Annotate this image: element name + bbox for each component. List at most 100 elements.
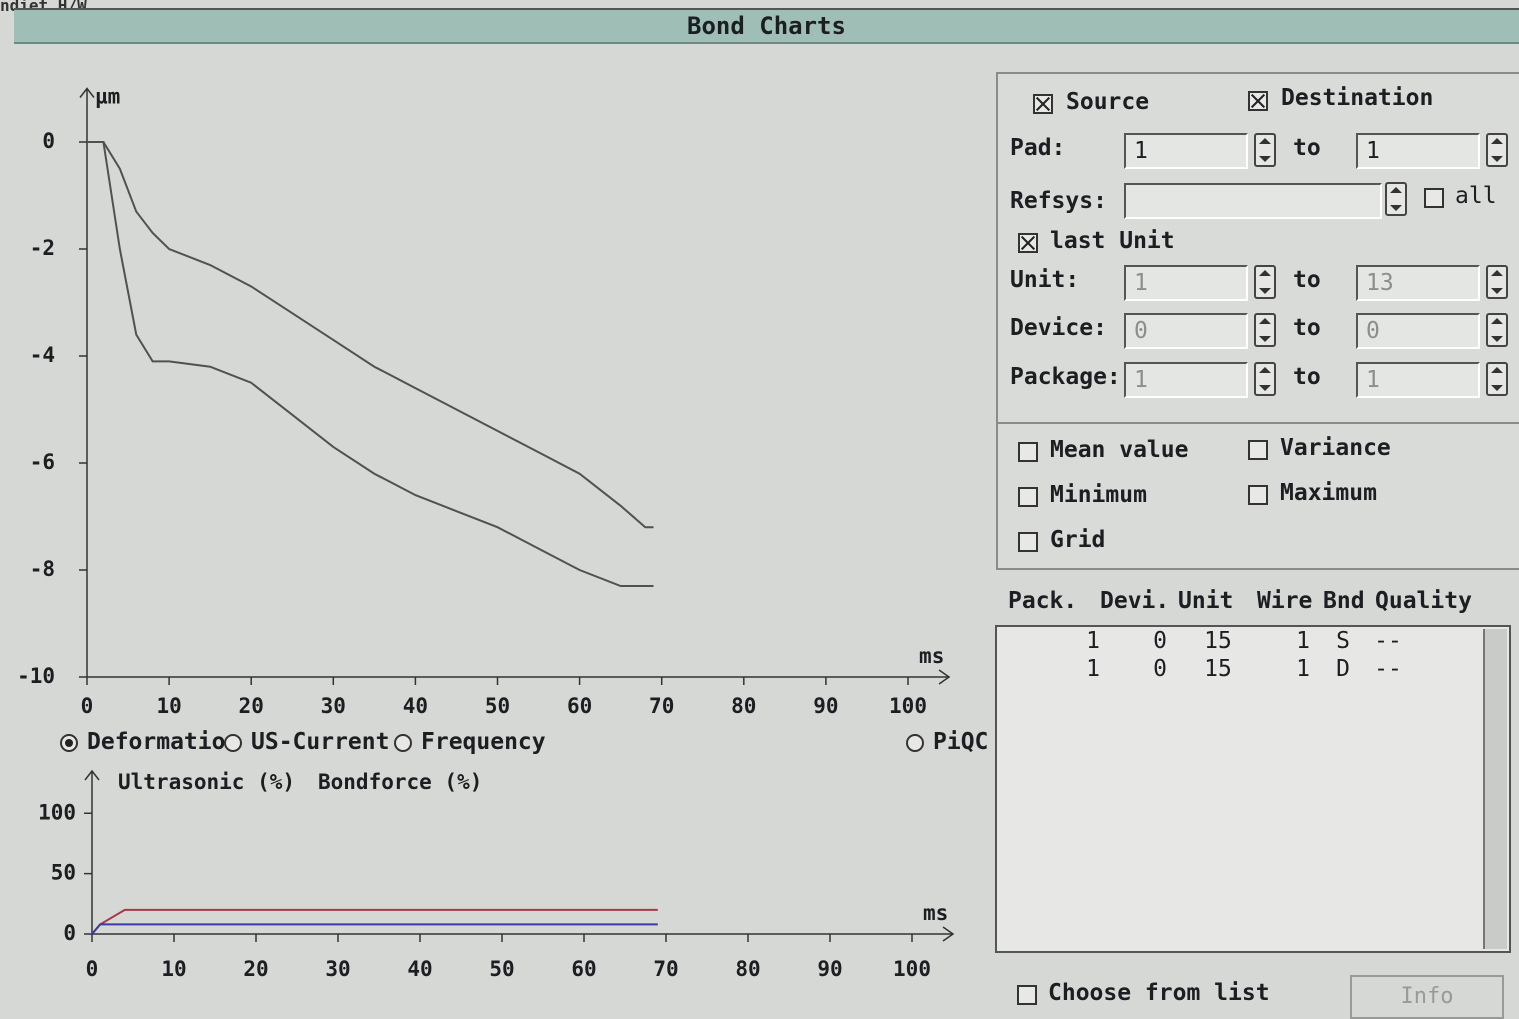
legend-entry: Ultrasonic (%) <box>118 770 295 794</box>
x-tick-label: 0 <box>81 694 94 718</box>
checkbox[interactable] <box>1424 188 1444 208</box>
x-tick-label: 50 <box>485 694 510 718</box>
data-line <box>92 924 658 934</box>
table-cell: D <box>1336 656 1350 682</box>
y-tick-label: 0 <box>42 129 55 153</box>
column-header: Pack. <box>1008 588 1077 614</box>
checkbox[interactable] <box>1018 233 1038 253</box>
field-label: Package: <box>1010 364 1121 390</box>
column-header: Wire <box>1257 588 1312 614</box>
range-from-input[interactable]: 1 <box>1124 362 1248 398</box>
checkbox[interactable] <box>1248 91 1268 111</box>
table-cell: 15 <box>1204 656 1232 682</box>
x-tick-label: 80 <box>735 957 760 981</box>
x-tick-label: 40 <box>407 957 432 981</box>
x-axis-label: ms <box>919 644 944 668</box>
spinner[interactable] <box>1254 133 1276 167</box>
result-list[interactable] <box>995 625 1511 953</box>
range-to-input[interactable]: 1 <box>1356 362 1480 398</box>
checkbox-label: Minimum <box>1050 482 1147 508</box>
checkbox[interactable] <box>1018 532 1038 552</box>
table-cell: -- <box>1374 628 1402 654</box>
y-tick-label: -4 <box>30 343 55 367</box>
range-from-input[interactable]: 1 <box>1124 265 1248 301</box>
data-line <box>87 142 653 527</box>
x-tick-label: 70 <box>653 957 678 981</box>
info-button[interactable]: Info <box>1350 975 1504 1019</box>
checkbox-label: Mean value <box>1050 437 1188 463</box>
scrollbar[interactable] <box>1483 629 1507 949</box>
spinner[interactable] <box>1254 313 1276 347</box>
spinner[interactable] <box>1486 313 1508 347</box>
spinner[interactable] <box>1486 362 1508 396</box>
column-header: Devi. <box>1100 588 1169 614</box>
radio-label: Deformation <box>87 729 239 755</box>
y-axis-label: µm <box>95 85 120 109</box>
x-tick-label: 30 <box>325 957 350 981</box>
range-from-input[interactable]: 1 <box>1124 133 1248 169</box>
column-header: Quality <box>1375 588 1472 614</box>
table-cell: 1 <box>1296 628 1310 654</box>
table-cell: S <box>1336 628 1350 654</box>
checkbox[interactable] <box>1018 487 1038 507</box>
checkbox-label: Grid <box>1050 527 1105 553</box>
x-tick-label: 100 <box>889 694 927 718</box>
spinner[interactable] <box>1385 182 1407 216</box>
data-line <box>92 910 658 934</box>
checkbox[interactable] <box>1248 485 1268 505</box>
checkbox[interactable] <box>1033 94 1053 114</box>
table-cell: 1 <box>1296 656 1310 682</box>
y-tick-label: -10 <box>17 664 55 688</box>
legend-entry: Bondforce (%) <box>318 770 482 794</box>
checkbox-label: Destination <box>1281 85 1433 111</box>
column-header: Unit <box>1178 588 1233 614</box>
field-label: Unit: <box>1010 267 1079 293</box>
checkbox-label: Source <box>1066 89 1149 115</box>
x-tick-label: 90 <box>813 694 838 718</box>
x-tick-label: 30 <box>321 694 346 718</box>
table-cell: 1 <box>1086 656 1100 682</box>
spinner[interactable] <box>1254 362 1276 396</box>
table-cell: 15 <box>1204 628 1232 654</box>
spinner[interactable] <box>1254 265 1276 299</box>
y-tick-label: 100 <box>38 800 76 824</box>
spinner[interactable] <box>1486 265 1508 299</box>
radio-button[interactable] <box>60 734 78 752</box>
range-to-input[interactable]: 13 <box>1356 265 1480 301</box>
radio-label: US-Current <box>251 729 389 755</box>
radio-button[interactable] <box>224 734 242 752</box>
x-tick-label: 80 <box>731 694 756 718</box>
x-tick-label: 60 <box>567 694 592 718</box>
range-to-input[interactable]: 1 <box>1356 133 1480 169</box>
range-word: to <box>1293 267 1321 293</box>
checkbox[interactable] <box>1017 985 1037 1005</box>
y-tick-label: -8 <box>30 557 55 581</box>
x-tick-label: 20 <box>239 694 264 718</box>
checkbox[interactable] <box>1018 442 1038 462</box>
x-tick-label: 10 <box>161 957 186 981</box>
radio-label: PiQC <box>933 729 988 755</box>
spinner[interactable] <box>1486 133 1508 167</box>
range-word: to <box>1293 135 1321 161</box>
checkbox-label: all <box>1455 183 1497 209</box>
x-tick-label: 0 <box>86 957 99 981</box>
range-from-input[interactable]: 0 <box>1124 313 1248 349</box>
x-tick-label: 20 <box>243 957 268 981</box>
y-tick-label: -6 <box>30 450 55 474</box>
radio-button[interactable] <box>906 734 924 752</box>
bond-charts-window: ndiet H/W Bond Charts 0-2-4-6-8-10010203… <box>0 0 1519 1004</box>
radio-button[interactable] <box>394 734 412 752</box>
checkbox-label: Variance <box>1280 435 1391 461</box>
x-tick-label: 90 <box>817 957 842 981</box>
y-tick-label: 0 <box>63 921 76 945</box>
x-tick-label: 60 <box>571 957 596 981</box>
range-to-input[interactable]: 0 <box>1356 313 1480 349</box>
field-label: Pad: <box>1010 135 1065 161</box>
field-label: Device: <box>1010 315 1107 341</box>
checkbox[interactable] <box>1248 440 1268 460</box>
table-cell: 0 <box>1153 628 1167 654</box>
table-cell: 0 <box>1153 656 1167 682</box>
y-tick-label: 50 <box>51 861 76 885</box>
refsys-input[interactable] <box>1124 183 1382 219</box>
x-tick-label: 40 <box>403 694 428 718</box>
